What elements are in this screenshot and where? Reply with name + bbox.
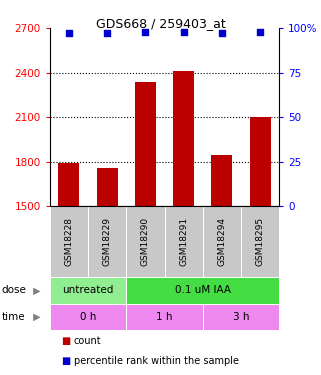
Bar — [58, 162, 79, 206]
Bar — [50, 304, 126, 330]
Bar — [126, 304, 203, 330]
Bar — [241, 206, 279, 277]
Point — [66, 30, 72, 36]
Bar — [88, 206, 126, 277]
Text: GSM18228: GSM18228 — [65, 217, 74, 266]
Text: GDS668 / 259403_at: GDS668 / 259403_at — [96, 17, 225, 30]
Bar — [97, 168, 118, 206]
Bar — [135, 82, 156, 206]
Text: ■: ■ — [61, 336, 70, 346]
Bar — [50, 277, 126, 304]
Bar — [126, 277, 279, 304]
Text: untreated: untreated — [62, 285, 114, 295]
Bar — [173, 71, 194, 206]
Point — [105, 30, 110, 36]
Text: GSM18290: GSM18290 — [141, 217, 150, 266]
Text: 0.1 uM IAA: 0.1 uM IAA — [175, 285, 231, 295]
Text: ▶: ▶ — [30, 312, 41, 322]
Text: count: count — [74, 336, 101, 346]
Bar — [250, 117, 271, 206]
Text: percentile rank within the sample: percentile rank within the sample — [74, 356, 239, 366]
Point — [143, 29, 148, 35]
Text: ▶: ▶ — [30, 285, 41, 295]
Text: GSM18291: GSM18291 — [179, 217, 188, 266]
Bar — [164, 206, 203, 277]
Bar — [211, 155, 232, 206]
Bar — [126, 206, 164, 277]
Text: GSM18229: GSM18229 — [103, 217, 112, 266]
Point — [257, 29, 263, 35]
Text: 0 h: 0 h — [80, 312, 96, 322]
Point — [219, 30, 224, 36]
Text: 1 h: 1 h — [156, 312, 173, 322]
Bar — [203, 304, 279, 330]
Bar — [50, 206, 88, 277]
Text: 3 h: 3 h — [233, 312, 249, 322]
Point — [181, 29, 186, 35]
Text: ■: ■ — [61, 356, 70, 366]
Text: GSM18294: GSM18294 — [217, 217, 226, 266]
Text: GSM18295: GSM18295 — [256, 217, 265, 266]
Text: time: time — [2, 312, 25, 322]
Text: dose: dose — [2, 285, 26, 295]
Bar — [203, 206, 241, 277]
